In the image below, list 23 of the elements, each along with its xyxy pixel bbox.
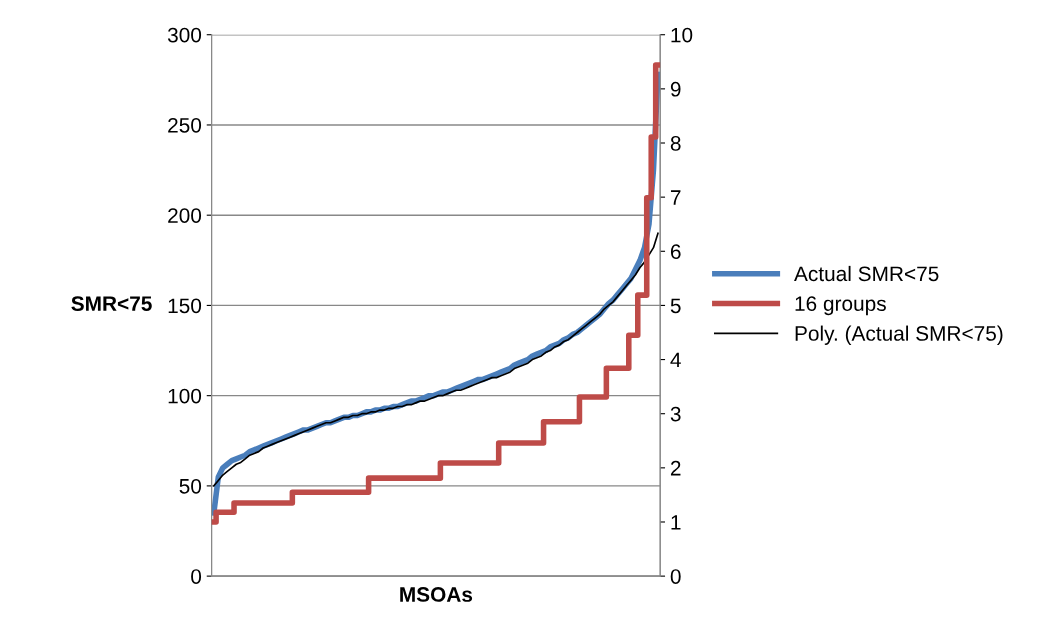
y-tick-label: 150 bbox=[168, 298, 202, 314]
y2-tick-label: 6 bbox=[670, 244, 681, 260]
legend-label: Actual SMR<75 bbox=[794, 265, 939, 282]
y2-tick-label: 3 bbox=[670, 406, 681, 422]
legend-label: 16 groups bbox=[795, 296, 886, 316]
y2-tick-label: 8 bbox=[670, 136, 681, 151]
y2-tick-label: 5 bbox=[670, 298, 681, 314]
y2-tick-label: 2 bbox=[670, 460, 681, 476]
y-tick-label: 250 bbox=[168, 117, 202, 133]
y2-tick-label: 10 bbox=[671, 27, 693, 43]
legend-label: Poly. (Actual SMR<75) bbox=[795, 325, 1003, 345]
y2-tick-label: 7 bbox=[670, 190, 681, 205]
y-tick-label: 50 bbox=[179, 478, 202, 494]
y-tick-label: 200 bbox=[168, 208, 202, 223]
y-tick-label: 0 bbox=[191, 569, 202, 584]
y-axis-title: SMR<75 bbox=[71, 296, 152, 312]
y2-tick-label: 4 bbox=[670, 352, 681, 368]
y2-tick-label: 0 bbox=[670, 569, 681, 584]
x-axis-title: MSOAs bbox=[400, 587, 473, 602]
y2-tick-label: 1 bbox=[671, 515, 681, 530]
y2-tick-label: 9 bbox=[670, 81, 681, 97]
y-tick-label: 300 bbox=[167, 27, 202, 43]
y-tick-label: 100 bbox=[168, 388, 202, 404]
